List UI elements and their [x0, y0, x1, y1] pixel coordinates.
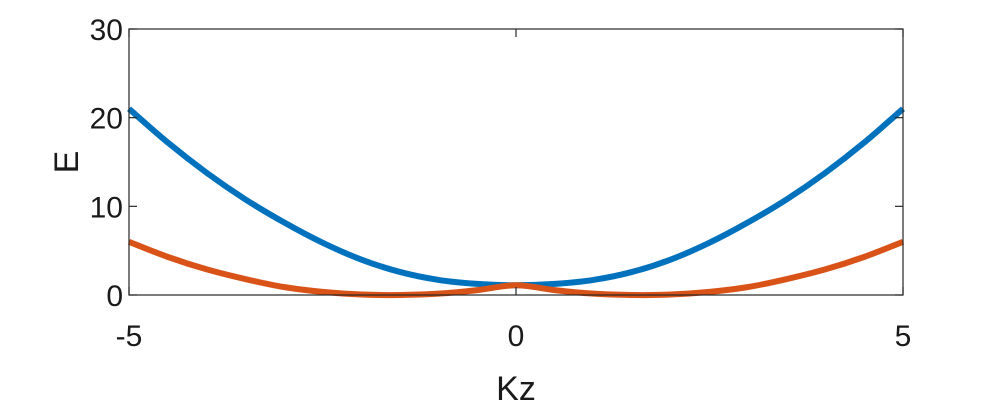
y-tick-label: 30: [90, 14, 123, 47]
series-layer: [127, 106, 905, 299]
x-tick-label: -5: [116, 320, 143, 353]
series-line-2: [127, 239, 905, 299]
x-axis-title: Kz: [496, 370, 536, 408]
tick-labels: -5 0 5 0 10 20 30: [90, 14, 912, 353]
y-tick-label: 10: [90, 191, 123, 224]
tick-marks: [128, 28, 904, 296]
y-axis-title: E: [48, 151, 86, 174]
plot-area: [129, 29, 903, 295]
x-tick-label: 5: [895, 320, 912, 353]
y-tick-label: 0: [106, 280, 123, 313]
x-tick-label: 0: [508, 320, 525, 353]
y-tick-label: 20: [90, 103, 123, 136]
